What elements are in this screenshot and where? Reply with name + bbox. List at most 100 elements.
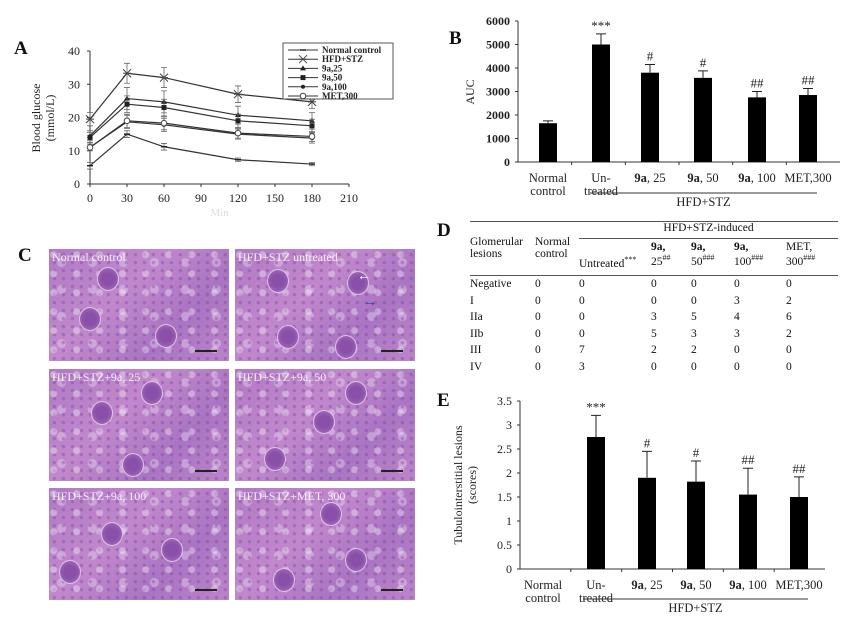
table-cell: 2 <box>786 294 792 307</box>
a-x-tick-label: 150 <box>266 191 284 205</box>
b-error-bar <box>645 63 655 73</box>
a-x-tick-label: 90 <box>195 191 207 205</box>
a-legend-label: Normal control <box>322 45 382 55</box>
b-group-label: HFD+STZ <box>676 195 730 209</box>
b-category-label: 9a, 25 <box>634 171 665 185</box>
e-y-tick-label: 0.5 <box>497 538 512 552</box>
b-bar <box>539 123 557 162</box>
e-bar <box>587 437 605 569</box>
a-legend-label: HFD+STZ <box>322 54 363 64</box>
panel-label-b: B <box>449 28 462 49</box>
a-series-line-1 <box>89 72 313 120</box>
group-header: HFD+STZ-induced <box>579 221 838 239</box>
b-category-label: 9a, 50 <box>687 171 718 185</box>
table-cell: 0 <box>734 278 740 291</box>
glomerular-lesions-table: Glomerular lesions Normal control HFD+STZ-… <box>470 221 838 375</box>
scale-bar <box>195 589 217 591</box>
histology-label: Normal control <box>52 250 126 264</box>
a-y-axis-label: (mmol/L) <box>43 95 57 142</box>
b-significance-label: *** <box>591 18 611 33</box>
table-cell: 0 <box>691 360 697 373</box>
col-header-normal: Normal control <box>535 236 571 260</box>
b-category-label: treated <box>584 184 619 198</box>
glomerulus <box>101 522 123 546</box>
histology-label: HFD+STZ+MET, 300 <box>238 489 346 503</box>
table-cell: 0 <box>579 278 585 291</box>
a-series-line-0 <box>89 133 313 167</box>
row-header: IIa <box>470 311 483 324</box>
e-bar <box>739 494 757 569</box>
a-legend-marker <box>301 84 305 89</box>
col-header-untreated: Untreated*** <box>579 255 637 270</box>
glomerulus <box>141 381 163 405</box>
a-data-point <box>234 129 242 137</box>
table-cell: 0 <box>786 278 792 291</box>
e-significance-label: # <box>644 435 651 450</box>
glomerulus <box>320 502 342 526</box>
a-data-point <box>85 114 95 124</box>
a-legend-label: 9a,25 <box>322 63 343 73</box>
e-category-label: Un- <box>586 578 605 592</box>
e-error-bar <box>642 450 652 478</box>
table-cell: 5 <box>691 311 697 324</box>
a-data-point <box>124 101 130 107</box>
b-significance-label: # <box>700 55 707 70</box>
b-error-bar <box>698 70 708 78</box>
b-error-bar <box>543 120 553 124</box>
table-cell: 0 <box>786 360 792 373</box>
glomerulus <box>155 324 177 348</box>
b-y-tick-label: 5000 <box>486 38 510 52</box>
table-row: IIb 0 0 5 3 3 2 <box>470 326 838 343</box>
table-cell: 0 <box>579 311 585 324</box>
a-y-tick-label: 10 <box>68 144 80 158</box>
b-bar <box>748 97 766 162</box>
b-significance-label: ## <box>802 72 816 87</box>
b-category-label: 9a, 100 <box>738 171 776 185</box>
e-category-label: 9a, 25 <box>631 578 662 592</box>
glomerulus <box>345 548 367 572</box>
table-cell: 0 <box>734 360 740 373</box>
b-significance-label: # <box>647 48 654 63</box>
b-error-bar <box>803 87 813 96</box>
scale-bar <box>381 350 403 352</box>
e-category-label: MET,300 <box>775 578 822 592</box>
a-data-point <box>161 105 167 111</box>
a-data-point <box>235 118 241 124</box>
a-data-point <box>309 123 315 129</box>
a-x-tick-label: 60 <box>158 191 170 205</box>
histology-image-9a-25: HFD+STZ+9a, 25 <box>49 369 229 481</box>
a-data-point <box>308 133 316 140</box>
table-cell: 0 <box>579 327 585 340</box>
table-cell: 0 <box>535 278 541 291</box>
histology-image-untreated: HFD+STZ untreated ← → <box>235 249 415 361</box>
table-cell: 3 <box>651 311 657 324</box>
e-significance-label: ## <box>742 452 756 467</box>
histology-label: HFD+STZ+9a, 100 <box>52 489 147 503</box>
col-header-9a-50: 9a, 50### <box>691 241 715 268</box>
table-cell: 7 <box>579 344 585 357</box>
b-bar <box>592 44 610 162</box>
a-x-axis-label: Min <box>210 207 229 219</box>
table-row: I 0 0 0 0 3 2 <box>470 293 838 310</box>
a-data-point <box>159 73 169 82</box>
b-y-axis-label: AUC <box>463 79 477 104</box>
table-row: IV 0 3 0 0 0 0 <box>470 359 838 376</box>
e-category-label: Normal <box>524 578 563 592</box>
col-header-9a-25: 9a, 25## <box>651 241 671 268</box>
a-y-tick-label: 30 <box>68 77 80 91</box>
e-y-axis-label: Tubulointerstitial lesions <box>451 425 465 545</box>
blue-arrow-icon: → <box>363 295 377 310</box>
glomerulus <box>161 538 183 562</box>
e-bar <box>687 481 705 569</box>
table-cell: 0 <box>786 344 792 357</box>
glomerulus <box>313 410 335 434</box>
table-cell: 0 <box>734 344 740 357</box>
a-x-tick-label: 180 <box>303 191 321 205</box>
col-header-9a-100: 9a, 100### <box>734 241 764 268</box>
row-header: IIb <box>470 327 484 340</box>
e-category-label: 9a, 50 <box>680 578 711 592</box>
b-bar <box>694 77 712 162</box>
row-header: Negative <box>470 278 512 291</box>
b-category-label: MET,300 <box>784 171 831 185</box>
row-header: IV <box>470 360 483 373</box>
